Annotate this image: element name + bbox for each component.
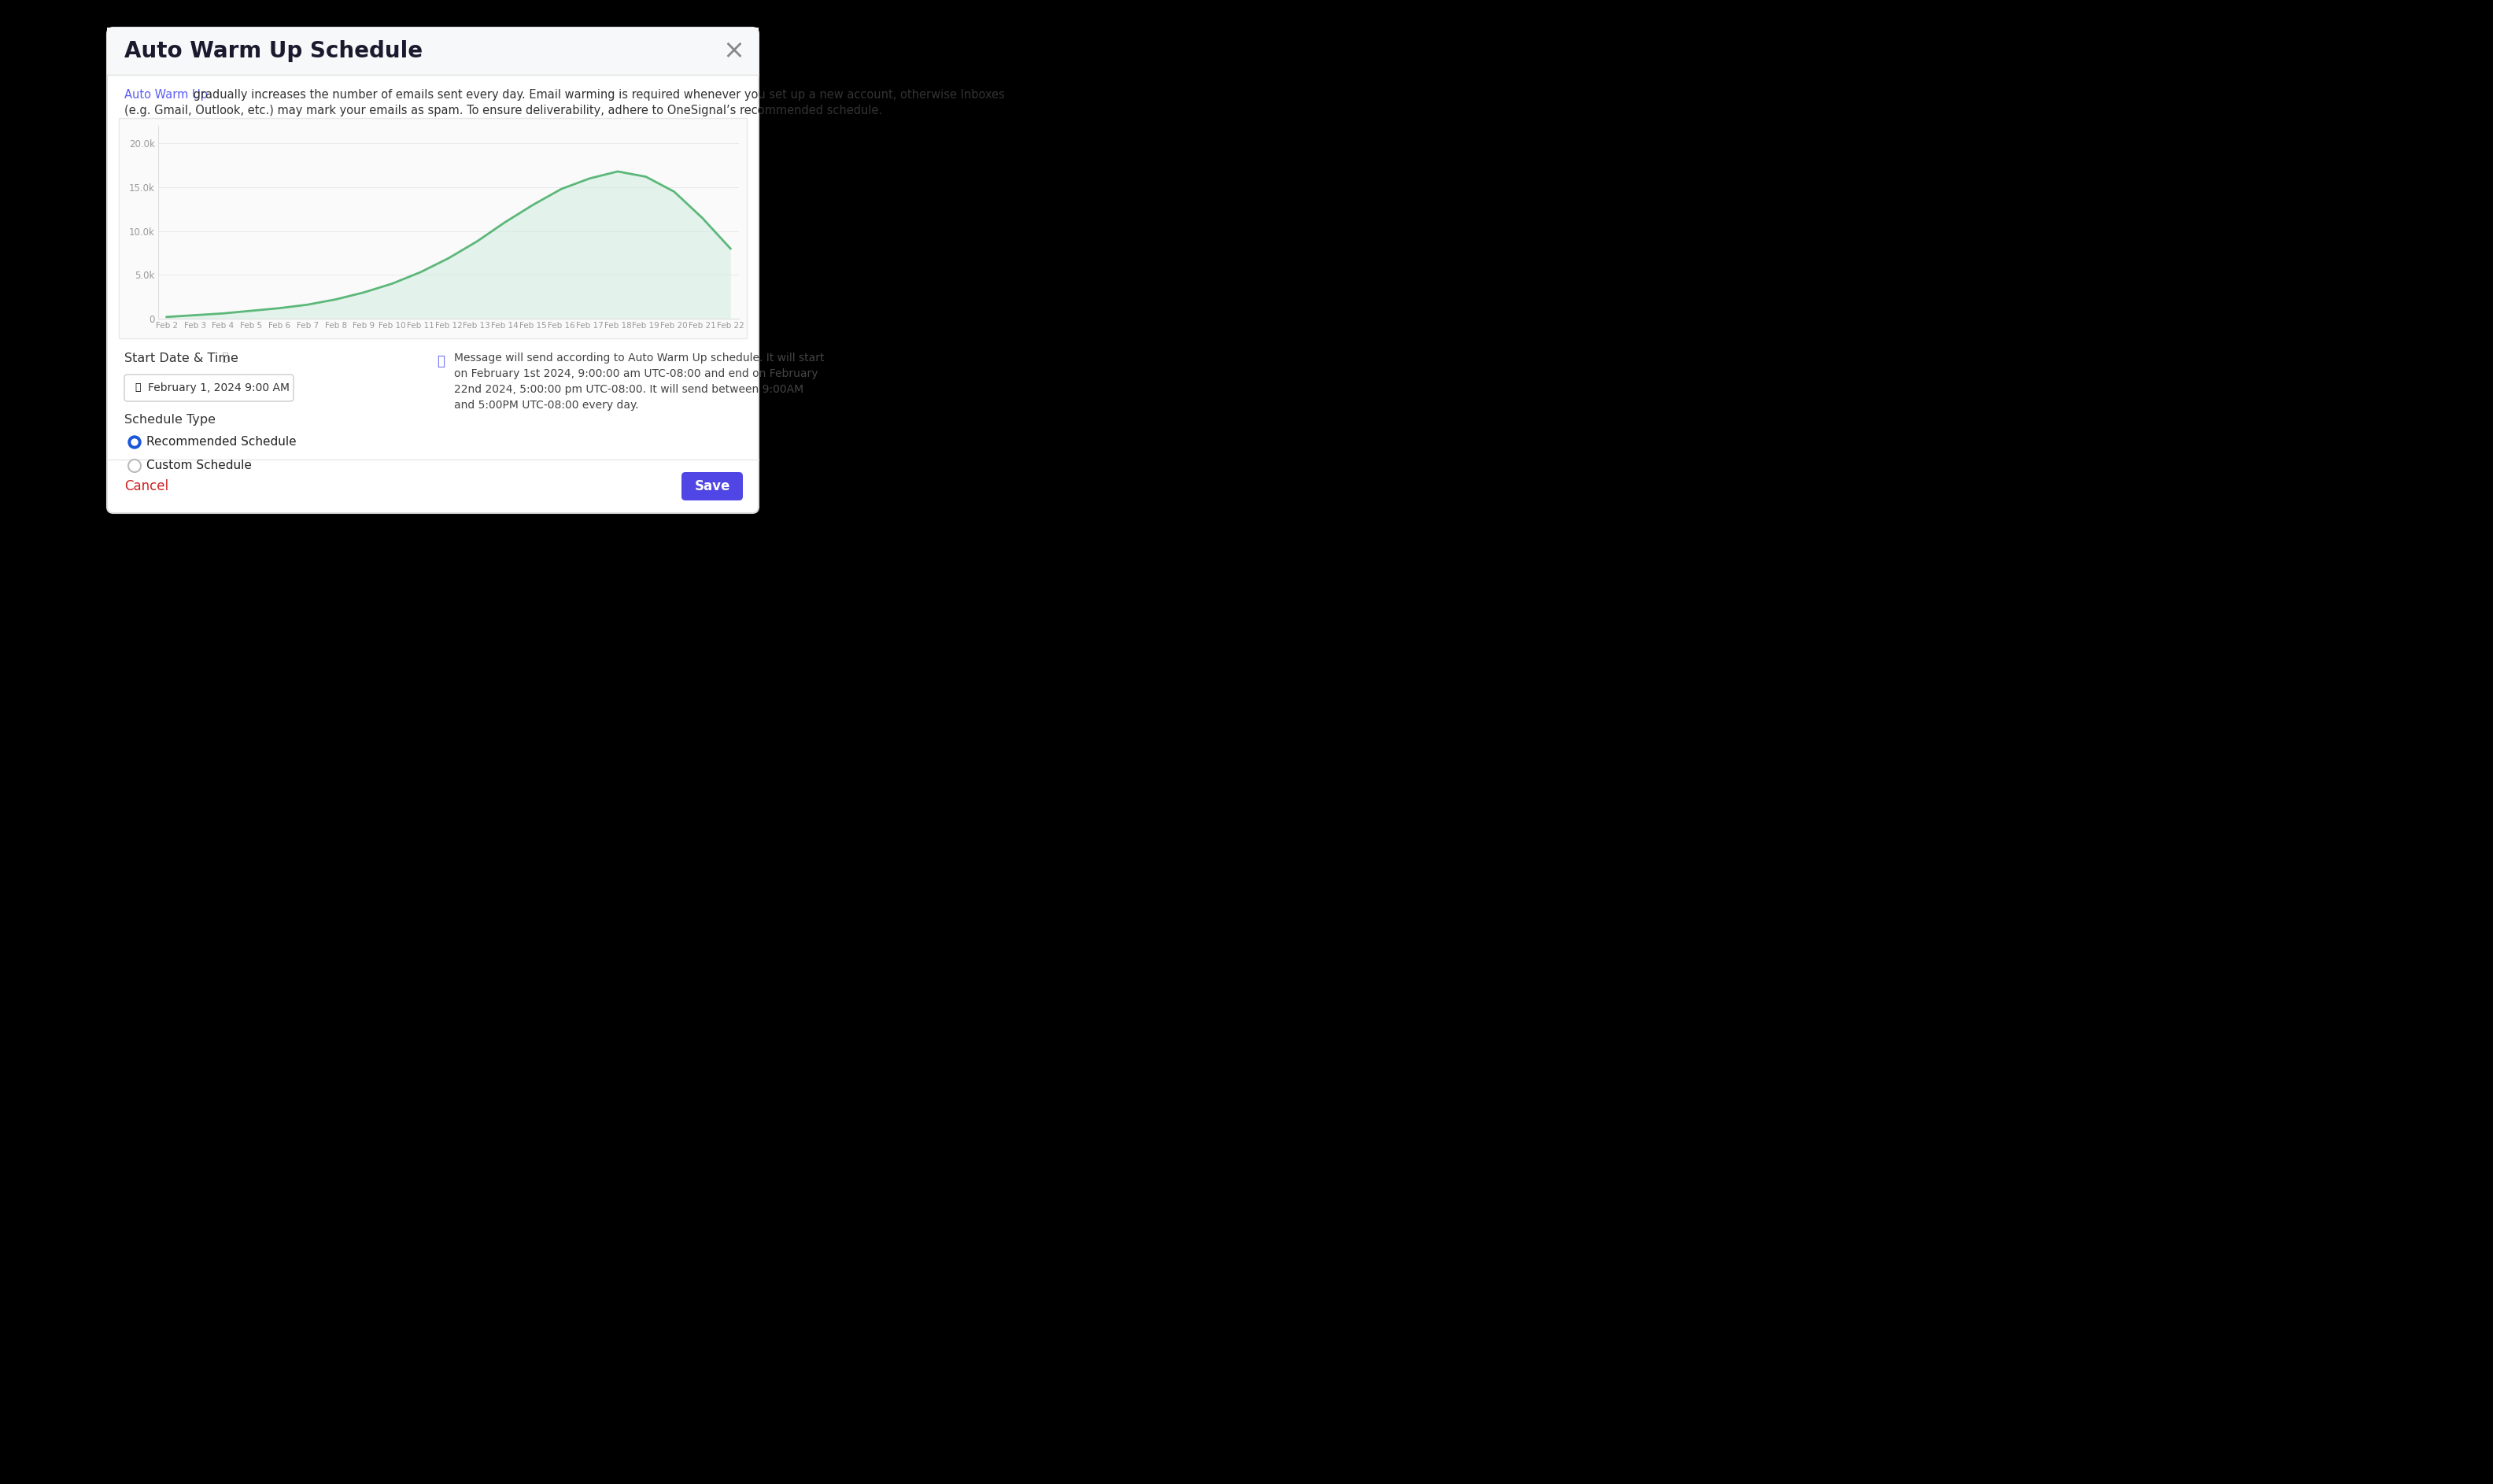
Text: ⓘ: ⓘ <box>219 352 229 362</box>
Text: Email: Email <box>22 206 60 221</box>
Circle shape <box>132 439 137 445</box>
FancyBboxPatch shape <box>768 28 925 186</box>
Text: OneSignal: OneSignal <box>42 31 145 47</box>
Circle shape <box>7 1442 37 1471</box>
Text: Audience: Audience <box>12 343 72 358</box>
FancyBboxPatch shape <box>107 28 758 74</box>
Text: 22nd 2024, 5:00:00 pm UTC-08:00. It will send between 9:00AM: 22nd 2024, 5:00:00 pm UTC-08:00. It will… <box>454 384 803 395</box>
Text: Journeys: Journeys <box>12 307 67 322</box>
Circle shape <box>127 436 142 448</box>
FancyBboxPatch shape <box>768 307 925 614</box>
Circle shape <box>12 27 37 52</box>
Text: gradually increases the number of emails sent every day. Email warming is requir: gradually increases the number of emails… <box>189 89 1005 101</box>
Text: ⓘ: ⓘ <box>436 355 444 368</box>
Text: Push: Push <box>22 162 55 177</box>
Text: Automated: Automated <box>22 275 97 288</box>
FancyBboxPatch shape <box>0 203 165 227</box>
Text: SMS: SMS <box>22 229 52 243</box>
FancyBboxPatch shape <box>125 374 294 401</box>
Text: Message will send according to Auto Warm Up schedule. It will start: Message will send according to Auto Warm… <box>454 353 825 364</box>
FancyBboxPatch shape <box>120 119 748 338</box>
Text: Delivery: Delivery <box>12 445 67 459</box>
Text: Cancel: Cancel <box>125 479 170 493</box>
Text: Subscriptions: Subscriptions <box>22 389 112 402</box>
Text: Latest + Greatest: Latest + Greatest <box>12 64 127 77</box>
Text: Templates: Templates <box>22 251 90 266</box>
Text: In-App: In-App <box>22 186 65 200</box>
Text: Dashboard: Dashboard <box>12 102 82 117</box>
Text: and 5:00PM UTC-08:00 every day.: and 5:00PM UTC-08:00 every day. <box>454 399 638 411</box>
Text: Auto Warm Up: Auto Warm Up <box>125 89 207 101</box>
Text: (e.g. Gmail, Outlook, etc.) may mark your emails as spam. To ensure deliverabili: (e.g. Gmail, Outlook, etc.) may mark you… <box>125 105 883 116</box>
Text: Schedule Type: Schedule Type <box>125 414 214 426</box>
Text: ×: × <box>723 39 745 64</box>
FancyBboxPatch shape <box>0 0 165 1484</box>
Text: Settings: Settings <box>12 479 65 493</box>
Text: Start Date & Time: Start Date & Time <box>125 353 239 364</box>
Text: Save: Save <box>696 479 730 493</box>
FancyBboxPatch shape <box>110 31 763 516</box>
Text: Messages: Messages <box>12 138 77 153</box>
Text: Recommended Schedule: Recommended Schedule <box>147 436 297 448</box>
Text: on February 1st 2024, 9:00:00 am UTC-08:00 and end on February: on February 1st 2024, 9:00:00 am UTC-08:… <box>454 368 818 380</box>
Text: ⊙: ⊙ <box>20 31 32 47</box>
FancyBboxPatch shape <box>768 200 925 358</box>
Text: Test Subscri...: Test Subscri... <box>22 411 115 424</box>
Text: Segments: Segments <box>22 367 90 381</box>
Text: Auto Warm Up Schedule: Auto Warm Up Schedule <box>125 40 424 62</box>
Text: Custom Schedule: Custom Schedule <box>147 460 252 472</box>
Text: 🗓: 🗓 <box>135 383 140 393</box>
FancyBboxPatch shape <box>107 28 758 513</box>
Text: February 1, 2024 9:00 AM: February 1, 2024 9:00 AM <box>147 383 289 393</box>
FancyBboxPatch shape <box>165 0 2493 1484</box>
FancyBboxPatch shape <box>681 472 743 500</box>
Circle shape <box>127 460 142 472</box>
